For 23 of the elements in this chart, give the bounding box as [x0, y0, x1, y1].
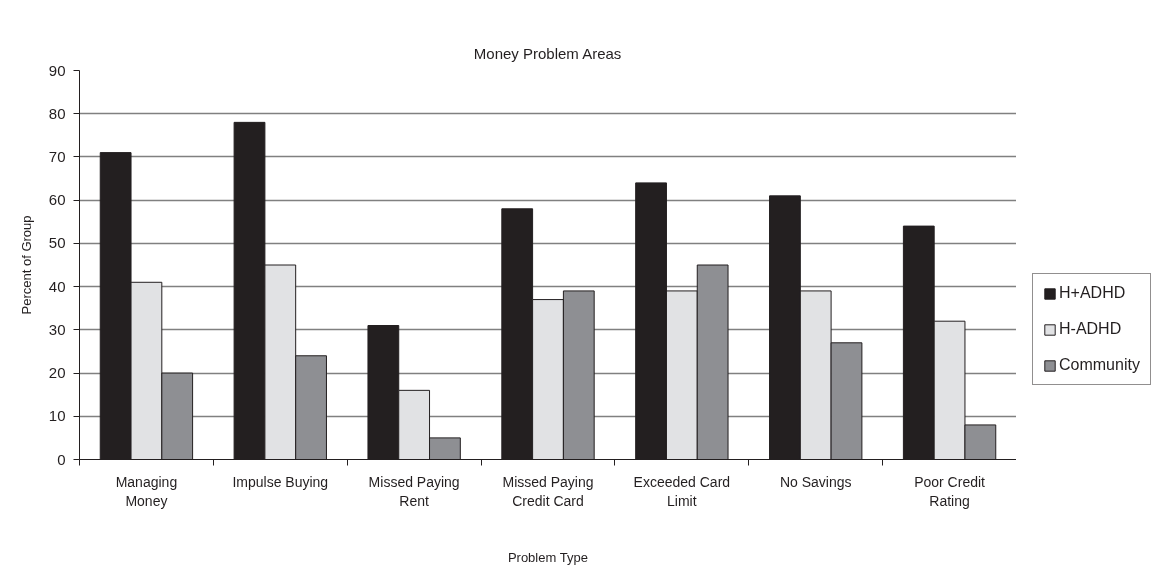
x-tick-label: No Savings [779, 473, 852, 490]
y-tick-label: 0 [57, 450, 66, 468]
x-axis-title: Problem Type [507, 549, 588, 565]
x-tick-label: Exceeded Card Limit [633, 473, 731, 509]
y-tick-label: 70 [48, 147, 66, 165]
legend-label: H+ADHD [1059, 284, 1126, 302]
y-axis-title: Percent of Group [18, 215, 34, 315]
x-tick-label: Missed Paying Rent [368, 473, 460, 509]
x-tick-label: Managing Money [115, 473, 178, 509]
x-tick-label: Missed Paying Credit Card [502, 473, 594, 509]
y-tick-label: 60 [48, 191, 66, 209]
y-tick-label: 10 [48, 407, 66, 425]
legend-label: Community [1059, 356, 1140, 374]
y-tick-label: 50 [48, 234, 66, 252]
x-tick-label: Poor Credit Rating [914, 473, 986, 509]
chart-title: Money Problem Areas [473, 44, 622, 62]
legend-label: H-ADHD [1059, 320, 1122, 338]
y-tick-label: 90 [48, 61, 66, 79]
y-tick-label: 40 [48, 277, 66, 295]
y-tick-label: 80 [48, 104, 66, 122]
x-tick-label: Impulse Buying [232, 473, 329, 490]
y-tick-label: 30 [48, 320, 66, 338]
y-tick-label: 20 [48, 364, 66, 382]
